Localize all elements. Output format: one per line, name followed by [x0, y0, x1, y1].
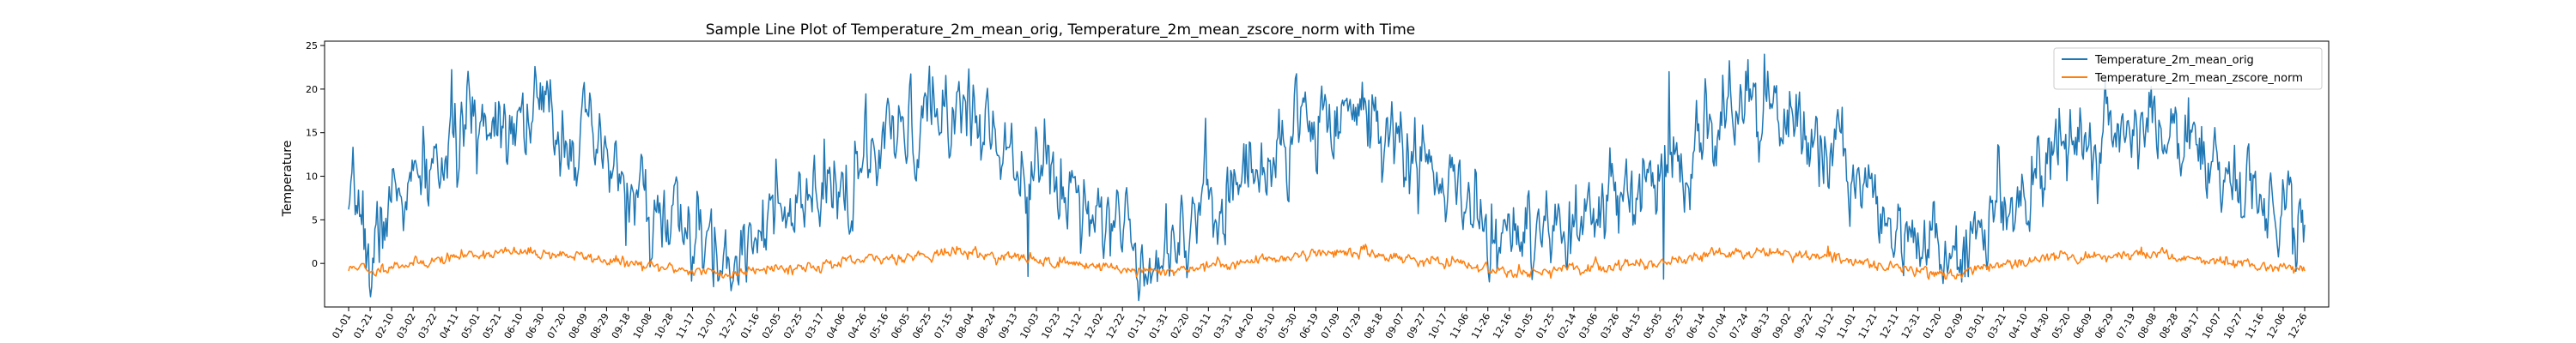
- series-layer: [348, 53, 2306, 302]
- series-line-zscore: [348, 244, 2306, 280]
- y-axis-ticks: 0 5 10 15 20 25: [306, 40, 325, 269]
- chart-title: Sample Line Plot of Temperature_2m_mean_…: [706, 21, 1415, 39]
- y-tick-label: 25: [306, 40, 318, 51]
- y-tick-label: 20: [306, 84, 318, 95]
- legend-box: [2053, 47, 2323, 90]
- y-tick-label: 0: [312, 258, 318, 269]
- legend-label-zscore: Temperature_2m_mean_zscore_norm: [2094, 72, 2303, 85]
- series-line-orig: [348, 53, 2306, 302]
- y-tick-label: 5: [312, 214, 318, 226]
- plot-frame: [324, 40, 2330, 308]
- y-tick-label: 10: [306, 172, 318, 183]
- legend: Temperature_2m_mean_orig Temperature_2m_…: [2053, 47, 2323, 90]
- y-tick-label: 15: [306, 128, 318, 139]
- y-axis-label: Temperature: [281, 141, 295, 218]
- legend-label-orig: Temperature_2m_mean_orig: [2094, 54, 2254, 67]
